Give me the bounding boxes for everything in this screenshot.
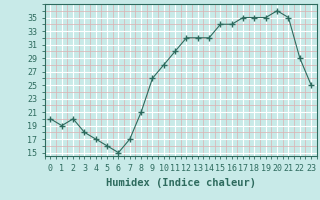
X-axis label: Humidex (Indice chaleur): Humidex (Indice chaleur) — [106, 178, 256, 188]
